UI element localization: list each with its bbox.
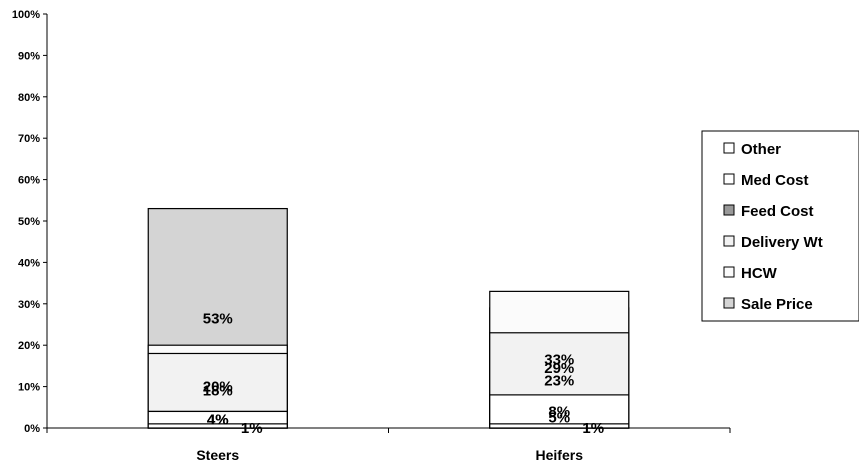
legend-swatch — [723, 142, 735, 154]
data-label: 20% — [203, 379, 233, 396]
legend-label: Other — [741, 141, 781, 158]
y-tick-label: 20% — [18, 340, 40, 352]
x-axis: Steers Heifers — [46, 427, 731, 463]
bar-segment-other — [147, 423, 288, 429]
data-label: 1% — [241, 420, 263, 437]
data-label: 5% — [548, 410, 570, 427]
data-label: 8% — [548, 403, 570, 420]
y-tick-label: 10% — [18, 382, 40, 394]
x-category-label: Steers — [196, 447, 239, 463]
data-labels: 53%20%18%4%4% 1%29%33%23%5%8%1% — [203, 310, 604, 437]
bar-segment-med-cost — [489, 394, 630, 429]
x-category-label: Heifers — [536, 447, 584, 463]
legend-label: HCW — [741, 265, 778, 282]
data-label: 53% — [203, 310, 233, 327]
y-tick-label: 70% — [18, 133, 40, 145]
bar-segment-other — [489, 423, 630, 429]
legend-swatch — [723, 266, 735, 278]
data-label: 4% — [207, 412, 229, 429]
legend-box — [701, 130, 859, 322]
y-tick-label: 80% — [18, 92, 40, 104]
legend-swatch — [723, 235, 735, 247]
y-tick-label: 50% — [18, 216, 40, 228]
y-tick-label: 90% — [18, 50, 40, 62]
legend: Other Med Cost Feed Cost Delivery Wt HCW Sale… — [701, 130, 859, 322]
data-label: 33% — [544, 352, 574, 369]
y-tick-label: 0% — [24, 423, 40, 435]
legend-label: Delivery Wt — [741, 234, 823, 251]
data-label: 4% — [207, 412, 229, 429]
legend-label: Sale Price — [741, 296, 813, 313]
y-tick-label: 30% — [18, 299, 40, 311]
y-axis: 0% 10% 20% 30% 40% 50% 60% 70% 80% 90% 100% — [12, 9, 48, 435]
data-label: 29% — [544, 360, 574, 377]
legend-label: Med Cost — [741, 172, 809, 189]
y-tick-label: 60% — [18, 175, 40, 187]
data-label: 23% — [544, 372, 574, 389]
y-tick-label: 100% — [12, 9, 40, 21]
data-label: 1% — [582, 420, 604, 437]
legend-swatch — [723, 297, 735, 309]
data-label: 18% — [203, 383, 233, 400]
legend-swatch — [723, 173, 735, 185]
legend-label: Feed Cost — [741, 203, 814, 220]
legend-swatch — [723, 204, 735, 216]
bars — [147, 207, 630, 429]
y-tick-label: 40% — [18, 257, 40, 269]
